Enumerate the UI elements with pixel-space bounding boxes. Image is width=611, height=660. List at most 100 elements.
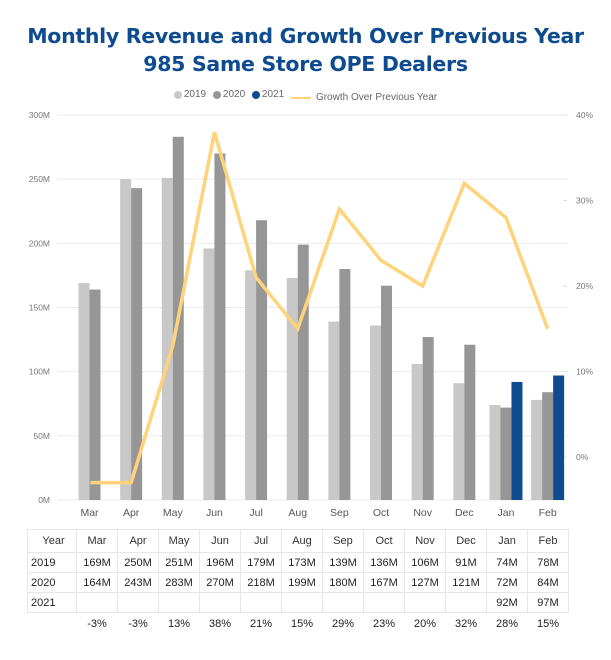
table-cell: 72M <box>486 572 528 593</box>
bar-2019-Sep[interactable] <box>328 321 340 500</box>
legend-item-2020[interactable]: 2020 <box>212 89 246 100</box>
table-cell <box>199 592 241 613</box>
left-tick-label: 150M <box>29 303 50 313</box>
left-axis: 0M 50M 100M 150M 200M 250M 300M <box>29 110 50 505</box>
bars <box>78 136 565 501</box>
bar-2019-Mar[interactable] <box>78 283 90 500</box>
left-tick-label: 0M <box>38 495 50 505</box>
table-cell: 127M <box>404 572 446 593</box>
table-cell: -3% <box>128 618 148 630</box>
table-cell: 78M <box>527 552 569 573</box>
growth-line[interactable] <box>90 131 550 485</box>
legend-label: Growth Over Previous Year <box>315 92 438 103</box>
table-cell: 29% <box>331 618 355 630</box>
legend-dot-icon <box>173 90 182 99</box>
bar-2019-Oct[interactable] <box>370 325 382 500</box>
growth-line-group <box>90 131 550 485</box>
bar-2019-Jun[interactable] <box>203 248 215 500</box>
table-cell: Nov <box>404 529 446 553</box>
bar-2020-Mar[interactable] <box>89 289 101 500</box>
legend-label: 2019 <box>183 89 207 100</box>
bar-2020-Jan[interactable] <box>500 407 512 500</box>
table-cell <box>322 592 364 613</box>
bar-2019-Feb[interactable] <box>531 399 543 500</box>
table-cell: 23% <box>372 618 396 630</box>
left-tick-label: 200M <box>29 238 50 248</box>
table-cell: Aug <box>281 529 323 553</box>
table-cell: 136M <box>363 552 405 573</box>
legend-item-growth[interactable]: Growth Over Previous Year <box>290 92 438 103</box>
table-cell: Oct <box>363 529 405 553</box>
table-cell: May <box>158 529 200 553</box>
right-axis: 0% 10% 20% 30% 40% <box>563 110 593 462</box>
bar-2020-Aug[interactable] <box>297 244 309 500</box>
table-cell <box>445 592 487 613</box>
table-cell: 218M <box>240 572 282 593</box>
table-cell <box>281 592 323 613</box>
x-tick-label: Mar <box>80 507 99 519</box>
table-cell: 139M <box>322 552 364 573</box>
table-cell: 38% <box>208 618 232 630</box>
table-cell: Apr <box>117 529 159 553</box>
table-cell: 97M <box>527 592 569 613</box>
legend-item-2019[interactable]: 2019 <box>173 89 207 100</box>
right-tick-label: 20% <box>576 281 593 291</box>
bar-2020-Jun[interactable] <box>214 153 226 501</box>
table-cell: 91M <box>445 552 487 573</box>
table-cell <box>363 592 405 613</box>
table-row: 2020 164M 243M 283M 270M 218M 199M 180M 167M 127M… <box>27 572 569 593</box>
bar-2019-Apr[interactable] <box>120 179 132 500</box>
bar-2020-Sep[interactable] <box>339 269 351 500</box>
table-cell: 121M <box>445 572 487 593</box>
table-cell: 251M <box>158 552 200 573</box>
table-cell: 283M <box>158 572 200 593</box>
right-tick-label: 0% <box>576 452 589 462</box>
x-tick-label: Dec <box>455 507 474 519</box>
bar-2021-Feb[interactable] <box>553 375 565 500</box>
legend-label: 2020 <box>222 89 246 100</box>
table-cell: 13% <box>167 618 191 630</box>
table-cell: 15% <box>290 618 314 630</box>
bar-2020-Nov[interactable] <box>422 337 434 500</box>
table-cell: -3% <box>87 618 107 630</box>
gridlines <box>57 114 568 501</box>
table-cell: 243M <box>117 572 159 593</box>
legend-item-2021[interactable]: 2021 <box>251 89 284 100</box>
bar-2020-Dec[interactable] <box>464 344 476 500</box>
table-cell: 199M <box>281 572 323 593</box>
bar-2019-Aug[interactable] <box>286 277 298 500</box>
x-tick-label: Nov <box>413 507 432 519</box>
row-header-cell: 2021 <box>27 592 77 613</box>
legend-dot-icon <box>212 90 221 99</box>
bar-2019-Jul[interactable] <box>245 270 257 500</box>
table-cell: 196M <box>199 552 241 573</box>
row-header-cell <box>28 613 77 636</box>
data-table: Year Mar Apr May Jun Jul Aug Sep Oct Nov Dec Jan Feb… <box>27 529 569 635</box>
table-cell: 28% <box>495 618 519 630</box>
chart-title: Monthly Revenue and Growth Over Previous… <box>27 24 584 48</box>
table-cell: 180M <box>322 572 364 593</box>
bar-2020-Apr[interactable] <box>131 188 143 500</box>
bar-2019-Nov[interactable] <box>411 363 423 500</box>
table-cell <box>240 592 282 613</box>
bar-2020-Feb[interactable] <box>542 392 554 500</box>
bar-2021-Jan[interactable] <box>511 381 523 500</box>
right-tick-label: 10% <box>576 367 593 377</box>
legend-dot-icon <box>251 90 260 99</box>
table-cell: Mar <box>76 529 118 553</box>
table-cell: 32% <box>454 618 478 630</box>
bar-2020-Jul[interactable] <box>256 220 268 500</box>
x-tick-label: Jan <box>497 507 514 519</box>
table-cell: 74M <box>486 552 528 573</box>
table-cell: Dec <box>445 529 487 553</box>
row-header-cell: 2020 <box>27 572 77 593</box>
bar-2019-Dec[interactable] <box>453 383 465 500</box>
table-cell: Jul <box>240 529 282 553</box>
table-cell <box>117 592 159 613</box>
table-cell <box>158 592 200 613</box>
combo-chart: 0M 50M 100M 150M 200M 250M 300M 0% 10% 20% 30% 40%… <box>29 110 594 519</box>
table-cell: 84M <box>527 572 569 593</box>
bar-2020-Oct[interactable] <box>381 285 393 500</box>
bar-2019-May[interactable] <box>161 177 173 500</box>
bar-2019-Jan[interactable] <box>489 405 501 500</box>
